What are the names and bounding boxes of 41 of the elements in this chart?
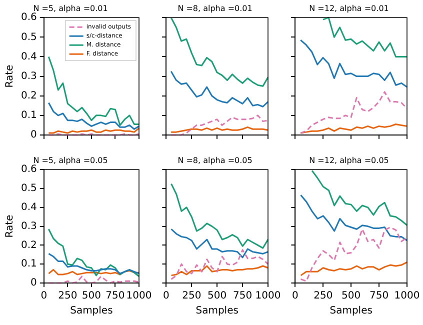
y-tick-label: 0.5 (20, 32, 37, 43)
x-tick-label: 250 (58, 290, 78, 302)
y-tick-label: 0.6 (20, 12, 37, 24)
y-tick-label: 0.3 (20, 70, 37, 82)
y-tick-label: 0.3 (20, 220, 37, 232)
chart-title: N =8, alpha =0.05 (178, 156, 252, 165)
y-tick-label: 0.1 (20, 258, 37, 270)
x-axis-title: Samples (196, 306, 238, 317)
x-axis-title: Samples (70, 306, 113, 317)
y-axis-title: Rate (4, 64, 16, 88)
x-tick-label: 500 (342, 290, 361, 302)
x-tick-label: 1000 (126, 290, 152, 302)
x-tick-label: 0 (40, 290, 48, 302)
x-tick-label: 500 (208, 290, 227, 302)
x-tick-label: 500 (82, 290, 101, 302)
x-tick-label: 250 (314, 290, 333, 302)
y-tick-label: 0.1 (20, 110, 37, 122)
x-tick-label: 250 (182, 290, 202, 302)
chart-title: N =5, alpha =0.05 (33, 156, 108, 165)
chart-title: N =12, alpha =0.01 (309, 4, 389, 13)
y-tick-label: 0 (30, 278, 37, 289)
y-tick-label: 0 (30, 130, 37, 141)
y-tick-label: 0.6 (20, 164, 37, 176)
x-tick-label: 1000 (255, 290, 281, 302)
x-axis-title: Samples (330, 306, 372, 317)
x-tick-label: 750 (233, 290, 252, 302)
line-series (48, 276, 140, 284)
y-tick-label: 0.4 (20, 51, 37, 62)
chart-title: N =12, alpha =0.05 (309, 156, 389, 165)
x-tick-label: 0 (162, 290, 170, 302)
y-tick-label: 0.4 (20, 202, 37, 213)
y-tick-label: 0.2 (20, 90, 37, 102)
y-axis-title: Rate (4, 214, 16, 238)
x-tick-label: 1000 (394, 290, 420, 302)
y-tick-label: 0.5 (20, 183, 37, 194)
y-tick-label: 0.2 (20, 240, 37, 251)
x-tick-label: 0 (292, 290, 298, 302)
chart-title: N =5, alpha =0.01 (33, 4, 108, 13)
x-tick-label: 750 (106, 290, 125, 302)
chart-title: N =8, alpha =0.01 (178, 4, 252, 13)
x-tick-label: 750 (370, 290, 389, 302)
